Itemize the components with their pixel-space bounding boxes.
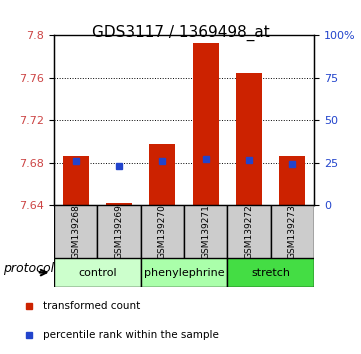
Bar [63,156,89,205]
FancyBboxPatch shape [141,258,227,287]
FancyBboxPatch shape [141,205,184,258]
Text: stretch: stretch [251,268,290,278]
Bar [279,156,305,205]
Bar [149,144,175,205]
FancyBboxPatch shape [97,205,141,258]
Text: GDS3117 / 1369498_at: GDS3117 / 1369498_at [92,25,269,41]
FancyBboxPatch shape [227,258,314,287]
Text: protocol: protocol [3,262,54,275]
FancyBboxPatch shape [227,205,271,258]
Text: GSM139273: GSM139273 [288,204,297,259]
Bar [106,203,132,205]
Text: phenylephrine: phenylephrine [144,268,225,278]
Text: GSM139272: GSM139272 [245,205,253,259]
FancyBboxPatch shape [54,258,141,287]
Text: GSM139271: GSM139271 [201,204,210,259]
FancyBboxPatch shape [271,205,314,258]
Text: GSM139270: GSM139270 [158,204,167,259]
FancyBboxPatch shape [54,205,97,258]
Bar [193,43,219,205]
Text: GSM139269: GSM139269 [115,204,123,259]
Text: percentile rank within the sample: percentile rank within the sample [43,330,219,340]
FancyBboxPatch shape [184,205,227,258]
Bar [236,73,262,205]
Text: GSM139268: GSM139268 [71,204,80,259]
Text: transformed count: transformed count [43,301,140,311]
Text: control: control [78,268,117,278]
